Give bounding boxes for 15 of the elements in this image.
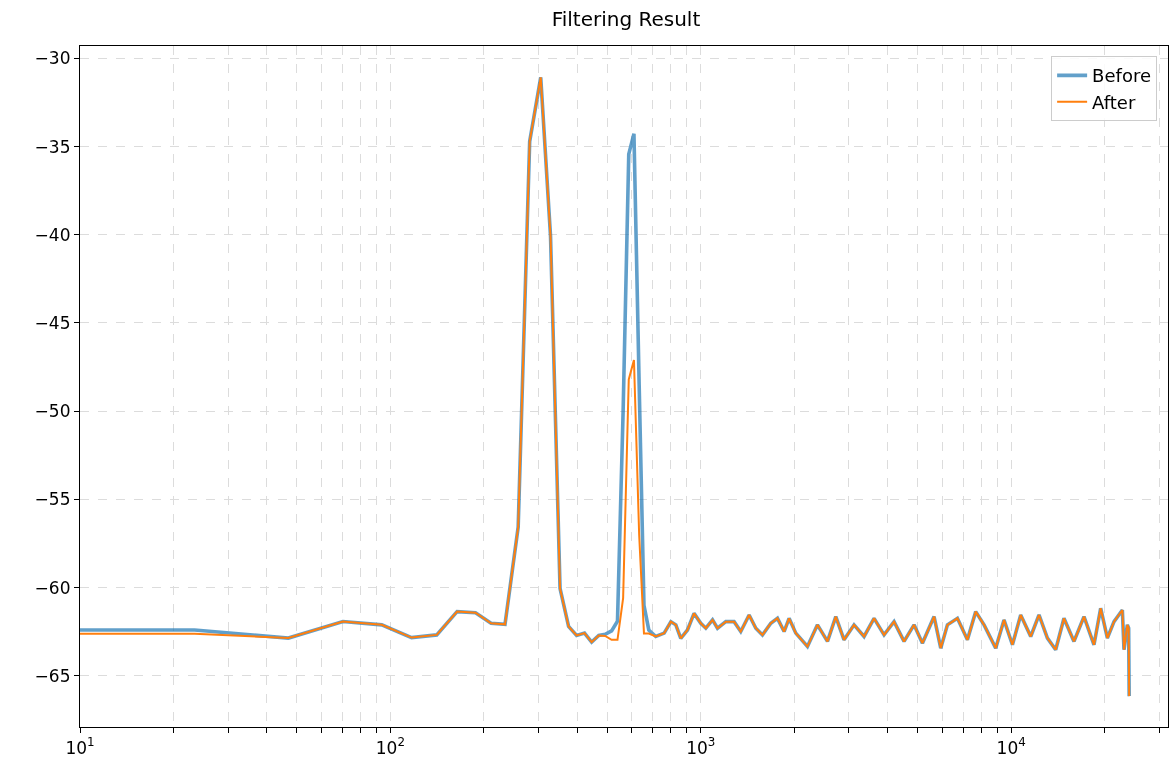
x-tick-label: 10$^{1}$ bbox=[65, 735, 95, 758]
x-tick-label: 10$^{4}$ bbox=[996, 735, 1026, 758]
y-tick-label: −50 bbox=[34, 401, 71, 422]
legend-label: After bbox=[1092, 91, 1136, 113]
chart-title: Filtering Result bbox=[551, 6, 701, 31]
legend-label: Before bbox=[1092, 65, 1151, 87]
y-tick-label: −35 bbox=[34, 136, 71, 157]
y-tick-label: −55 bbox=[34, 489, 71, 510]
y-tick-label: −60 bbox=[34, 577, 71, 598]
y-tick-label: −40 bbox=[34, 224, 71, 245]
x-tick-label: 10$^{3}$ bbox=[686, 735, 716, 758]
y-tick-label: −45 bbox=[34, 312, 71, 333]
x-tick-label: 10$^{2}$ bbox=[375, 735, 406, 758]
y-tick-label: −30 bbox=[34, 48, 71, 69]
y-tick-label: −65 bbox=[34, 665, 71, 686]
